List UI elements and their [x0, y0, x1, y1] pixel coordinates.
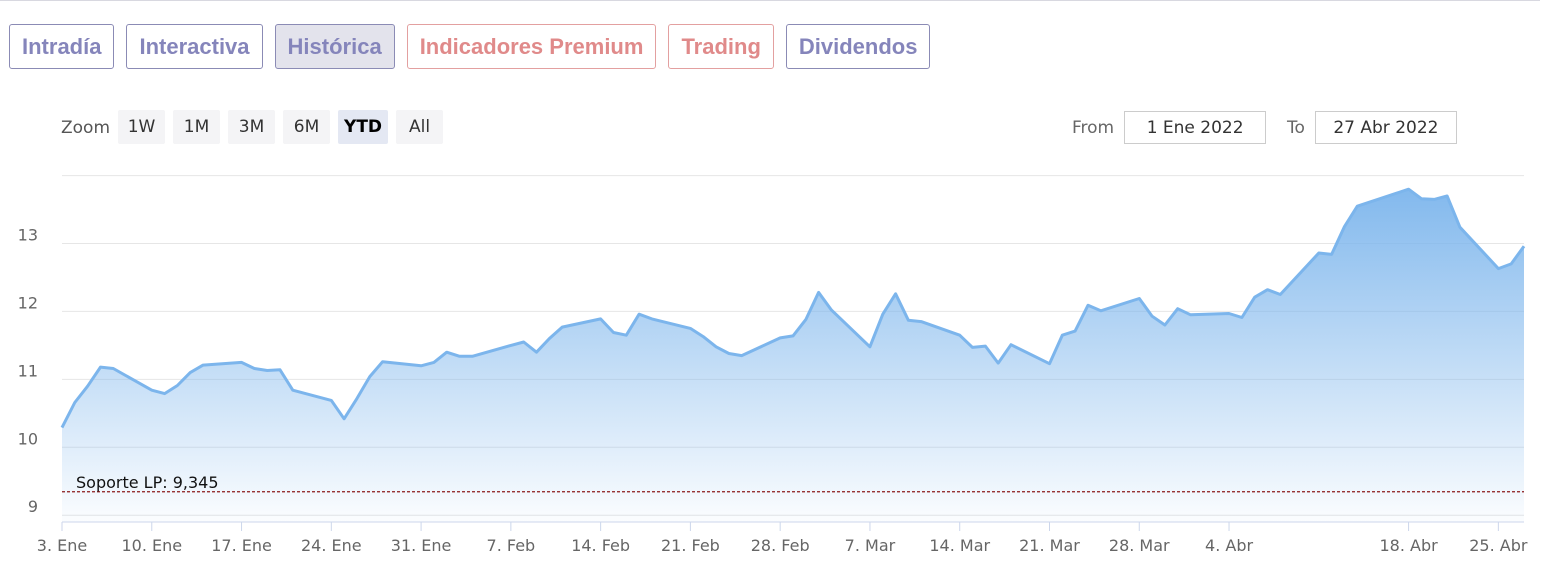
x-tick-label: 21. Feb — [661, 536, 720, 555]
x-tick-label: 14. Feb — [571, 536, 630, 555]
zoom-selector: Zoom 1W 1M 3M 6M YTD All — [61, 110, 451, 144]
x-tick-label: 3. Ene — [37, 536, 87, 555]
tab-interactiva[interactable]: Interactiva — [126, 24, 263, 69]
x-tick-label: 10. Ene — [121, 536, 182, 555]
price-line — [60, 187, 1526, 429]
tab-trading[interactable]: Trading — [668, 24, 774, 69]
x-tick-label: 28. Mar — [1109, 536, 1170, 555]
zoom-button-6m[interactable]: 6M — [283, 110, 331, 144]
x-tick-label: 18. Abr — [1379, 536, 1438, 555]
zoom-button-all[interactable]: All — [396, 110, 444, 144]
from-date-input[interactable]: 1 Ene 2022 — [1124, 111, 1267, 144]
x-tick-label: 24. Ene — [301, 536, 362, 555]
zoom-button-1w[interactable]: 1W — [118, 110, 166, 144]
zoom-label: Zoom — [61, 118, 111, 138]
range-from: From 1 Ene 2022 — [1072, 111, 1267, 144]
x-tick-label: 7. Feb — [487, 536, 536, 555]
x-axis: 3. Ene 10. Ene 17. Ene 24. Ene 31. Ene 7. Feb… — [37, 522, 1528, 555]
y-tick-label: 12 — [18, 293, 38, 312]
tab-historica[interactable]: Histórica — [274, 24, 395, 69]
to-date-input[interactable]: 27 Abr 2022 — [1314, 111, 1457, 144]
tab-indicadores-premium[interactable]: Indicadores Premium — [406, 24, 657, 69]
x-tick-label: 31. Ene — [391, 536, 452, 555]
y-tick-label: 11 — [18, 361, 38, 380]
y-tick-label: 9 — [28, 497, 38, 516]
x-tick-label: 4. Abr — [1205, 536, 1253, 555]
x-tick-label: 17. Ene — [211, 536, 272, 555]
support-label: Soporte LP: 9,345 — [76, 473, 219, 492]
from-label: From — [1072, 117, 1115, 138]
y-tick-label: 10 — [18, 429, 38, 448]
tab-intradia[interactable]: Intradía — [9, 24, 115, 69]
zoom-button-ytd[interactable]: YTD — [338, 110, 389, 144]
price-chart: 9 10 11 12 13 Soporte LP: 9,345 3. Ene 10. En… — [18, 175, 1528, 555]
chart-tabs: Intradía Interactiva Histórica Indicador… — [9, 24, 931, 69]
tab-dividendos[interactable]: Dividendos — [785, 24, 931, 69]
x-tick-label: 7. Mar — [845, 536, 896, 555]
to-label: To — [1287, 117, 1305, 138]
range-to: To 27 Abr 2022 — [1287, 111, 1457, 144]
y-tick-label: 13 — [18, 226, 38, 245]
top-divider — [0, 0, 1540, 1]
x-tick-label: 25. Abr — [1469, 536, 1528, 555]
x-tick-label: 14. Mar — [929, 536, 990, 555]
zoom-button-1m[interactable]: 1M — [173, 110, 221, 144]
price-area — [62, 189, 1524, 522]
zoom-button-3m[interactable]: 3M — [228, 110, 276, 144]
x-tick-label: 28. Feb — [751, 536, 810, 555]
y-axis: 9 10 11 12 13 — [18, 226, 38, 517]
x-tick-label: 21. Mar — [1019, 536, 1080, 555]
